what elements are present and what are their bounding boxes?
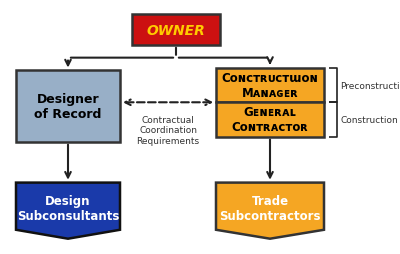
Polygon shape [216, 183, 324, 239]
Polygon shape [16, 183, 120, 239]
FancyBboxPatch shape [16, 71, 120, 142]
FancyBboxPatch shape [132, 15, 220, 46]
FancyBboxPatch shape [216, 103, 324, 137]
Text: Trade
Subcontractors: Trade Subcontractors [219, 194, 321, 222]
Text: Design
Subconsultants: Design Subconsultants [17, 194, 119, 222]
Text: OWNER: OWNER [147, 24, 205, 37]
Text: Designer
of Record: Designer of Record [34, 93, 102, 121]
Text: Gᴇɴᴇʀᴀʟ
Cᴏɴᴛʀᴀᴄᴛᴏʀ: Gᴇɴᴇʀᴀʟ Cᴏɴᴛʀᴀᴄᴛᴏʀ [232, 106, 308, 134]
Text: Preconstruction: Preconstruction [340, 81, 400, 90]
Text: Contractual
Coordination
Requirements: Contractual Coordination Requirements [136, 116, 200, 145]
Text: Cᴏɴᴄᴛʀᴜᴄᴛɯᴏɴ
Mᴀɴᴀɢᴇʀ: Cᴏɴᴄᴛʀᴜᴄᴛɯᴏɴ Mᴀɴᴀɢᴇʀ [222, 72, 318, 100]
FancyBboxPatch shape [216, 69, 324, 103]
Text: Construction: Construction [340, 116, 398, 124]
